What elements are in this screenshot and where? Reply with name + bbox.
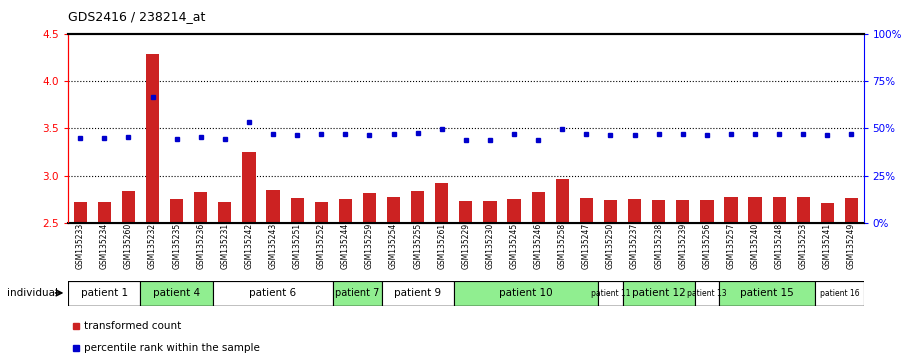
Text: GSM135245: GSM135245 [510,223,518,269]
Bar [363,193,376,223]
Bar [580,198,593,223]
Text: GSM135244: GSM135244 [341,223,350,269]
Text: GSM135247: GSM135247 [582,223,591,269]
Text: patient 11: patient 11 [591,289,630,298]
Bar [339,199,352,223]
Text: patient 9: patient 9 [395,289,441,298]
Bar [315,202,328,223]
Text: patient 6: patient 6 [249,289,296,298]
Bar [141,281,213,306]
Text: GSM135259: GSM135259 [365,223,374,269]
Text: GSM135240: GSM135240 [751,223,760,269]
Text: GSM135234: GSM135234 [100,223,109,269]
Bar [435,183,448,223]
Bar [773,198,785,223]
Bar [387,196,400,223]
Text: GSM135243: GSM135243 [268,223,277,269]
Text: GSM135246: GSM135246 [534,223,543,269]
Bar [598,281,623,306]
Text: GDS2416 / 238214_at: GDS2416 / 238214_at [68,10,205,23]
Text: percentile rank within the sample: percentile rank within the sample [84,343,260,353]
Text: GSM135261: GSM135261 [437,223,446,269]
Bar [821,203,834,223]
Bar [334,281,382,306]
Bar [454,281,598,306]
Bar [266,190,280,223]
Text: patient 1: patient 1 [81,289,128,298]
Bar [146,55,159,223]
Text: individual: individual [7,288,58,298]
Text: GSM135250: GSM135250 [606,223,615,269]
Bar [68,281,141,306]
Text: GSM135239: GSM135239 [678,223,687,269]
Bar [213,281,334,306]
Text: GSM135258: GSM135258 [558,223,567,269]
Text: GSM135252: GSM135252 [316,223,325,269]
Text: patient 4: patient 4 [153,289,200,298]
Bar [218,202,232,223]
Text: GSM135256: GSM135256 [703,223,712,269]
Text: GSM135260: GSM135260 [124,223,133,269]
Bar [844,198,858,223]
Text: patient 16: patient 16 [820,289,859,298]
Text: GSM135230: GSM135230 [485,223,494,269]
Bar [815,281,864,306]
Text: GSM135236: GSM135236 [196,223,205,269]
Bar [411,191,425,223]
Bar [507,199,521,223]
Text: GSM135229: GSM135229 [462,223,470,269]
Bar [748,196,762,223]
Text: patient 13: patient 13 [687,289,726,298]
Bar [628,199,641,223]
Bar [97,202,111,223]
Bar [382,281,454,306]
Text: GSM135241: GSM135241 [823,223,832,269]
Text: GSM135249: GSM135249 [847,223,856,269]
Text: GSM135251: GSM135251 [293,223,302,269]
Text: patient 15: patient 15 [740,289,794,298]
Text: GSM135257: GSM135257 [726,223,735,269]
Text: GSM135232: GSM135232 [148,223,157,269]
Text: patient 7: patient 7 [335,289,380,298]
Bar [719,281,815,306]
Bar [532,192,544,223]
Text: patient 10: patient 10 [499,289,553,298]
Bar [623,281,694,306]
Text: GSM135231: GSM135231 [220,223,229,269]
Bar [243,152,255,223]
Text: patient 12: patient 12 [632,289,685,298]
Text: GSM135238: GSM135238 [654,223,664,269]
Bar [291,198,304,223]
Text: GSM135255: GSM135255 [414,223,422,269]
Bar [796,196,810,223]
Bar [195,192,207,223]
Text: GSM135237: GSM135237 [630,223,639,269]
Text: GSM135233: GSM135233 [75,223,85,269]
Bar [459,201,473,223]
Bar [724,196,737,223]
Bar [170,199,184,223]
Bar [652,200,665,223]
Bar [700,200,714,223]
Text: GSM135248: GSM135248 [774,223,784,269]
Text: GSM135254: GSM135254 [389,223,398,269]
Bar [74,202,87,223]
Bar [676,200,689,223]
Text: GSM135242: GSM135242 [245,223,254,269]
Text: GSM135235: GSM135235 [172,223,181,269]
Text: transformed count: transformed count [84,321,181,331]
Text: GSM135253: GSM135253 [799,223,808,269]
Bar [122,191,135,223]
Bar [484,201,496,223]
Bar [694,281,719,306]
Bar [555,178,569,223]
Bar [604,200,617,223]
